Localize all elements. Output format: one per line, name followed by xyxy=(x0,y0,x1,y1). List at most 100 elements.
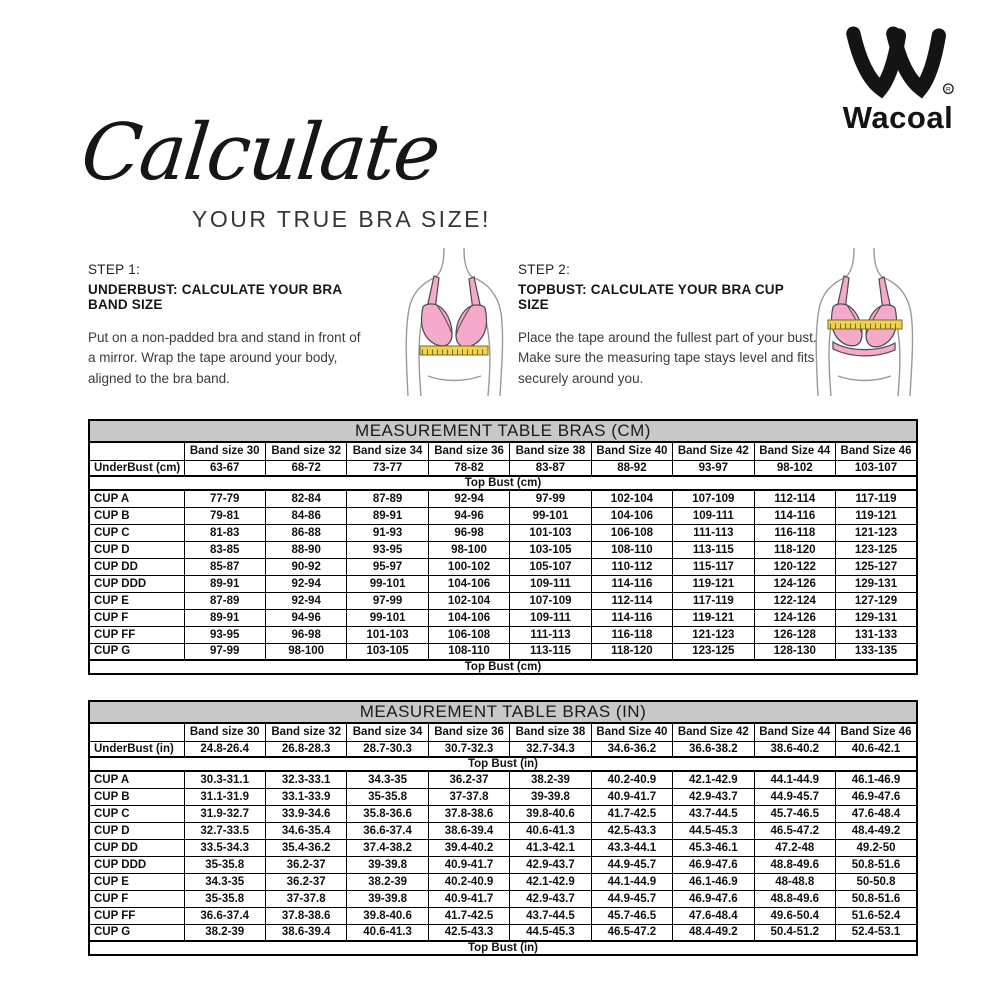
measurement-cell: 35-35.8 xyxy=(183,855,266,874)
measurement-cell: 127-129 xyxy=(835,591,918,610)
measurement-cell: 46.9-47.6 xyxy=(672,889,755,908)
measurement-cell: 89-91 xyxy=(346,506,429,525)
measurement-cell: 121-123 xyxy=(672,625,755,644)
measurement-cell: 97-99 xyxy=(509,489,592,508)
underbust-value-cell: 28.7-30.3 xyxy=(346,740,429,758)
measurement-cell: 93-95 xyxy=(346,540,429,559)
measurement-cell: 119-121 xyxy=(835,506,918,525)
cup-row: CUP D 32.7-33.5 34.6-35.4 36.6-37.4 38.6-39.… xyxy=(88,821,918,840)
cup-row: CUP A 30.3-31.1 32.3-33.1 34.3-35 36.2-37 38.… xyxy=(88,770,918,789)
underbust-value-cell: 36.6-38.2 xyxy=(672,740,755,758)
measurement-cell: 121-123 xyxy=(835,523,918,542)
measurement-cell: 39-39.8 xyxy=(346,855,429,874)
corner-cell xyxy=(88,441,185,461)
table-title: MEASUREMENT TABLE BRAS (CM) xyxy=(88,419,918,443)
band-header-cell: Band Size 44 xyxy=(753,441,837,461)
cup-label: CUP C xyxy=(88,523,185,542)
cup-row: CUP DDD 89-91 92-94 99-101 104-106 109-111 114… xyxy=(88,574,918,593)
band-header-cell: Band size 38 xyxy=(509,441,592,461)
cup-label: CUP DD xyxy=(88,838,185,857)
measurement-cell: 40.2-40.9 xyxy=(590,770,674,789)
measurement-cell: 46.5-47.2 xyxy=(590,923,674,942)
underbust-value-cell: 26.8-28.3 xyxy=(264,740,348,758)
measurement-cell: 33.9-34.6 xyxy=(264,804,348,823)
measurement-cell: 44.9-45.7 xyxy=(590,889,674,908)
underbust-value-cell: 103-107 xyxy=(835,459,918,477)
measurement-cell: 100-102 xyxy=(427,557,511,576)
cup-label: CUP B xyxy=(88,787,185,806)
measurement-cell: 105-107 xyxy=(509,557,592,576)
measurement-cell: 116-118 xyxy=(590,625,674,644)
measurement-cell: 116-118 xyxy=(753,523,837,542)
cup-label: CUP A xyxy=(88,489,185,508)
measurement-cell: 107-109 xyxy=(509,591,592,610)
measurement-cell: 119-121 xyxy=(672,608,755,627)
underbust-row: UnderBust (cm) 63-67 68-72 73-77 78-82 83-87 8… xyxy=(88,459,918,477)
measurement-cell: 35.4-36.2 xyxy=(264,838,348,857)
band-header-cell: Band Size 40 xyxy=(590,441,674,461)
measurement-cell: 117-119 xyxy=(835,489,918,508)
measurement-cell: 128-130 xyxy=(753,642,837,661)
measurement-cell: 36.6-37.4 xyxy=(346,821,429,840)
measurement-cell: 102-104 xyxy=(590,489,674,508)
topbust-label: Top Bust (in) xyxy=(88,755,918,773)
measurement-cell: 34.3-35 xyxy=(346,770,429,789)
underbust-value-cell: 63-67 xyxy=(183,459,266,477)
cup-row: CUP C 31.9-32.7 33.9-34.6 35.8-36.6 37.8-38.… xyxy=(88,804,918,823)
measurement-cell: 129-131 xyxy=(835,574,918,593)
underbust-value-cell: 73-77 xyxy=(346,459,429,477)
band-header-cell: Band Size 40 xyxy=(590,722,674,742)
measurement-cell: 33.1-33.9 xyxy=(264,787,348,806)
cup-label: CUP B xyxy=(88,506,185,525)
measurement-cell: 99-101 xyxy=(509,506,592,525)
measurement-cell: 46.5-47.2 xyxy=(753,821,837,840)
measurement-cell: 38.6-39.4 xyxy=(264,923,348,942)
measurement-cell: 91-93 xyxy=(346,523,429,542)
measurement-cell: 42.5-43.3 xyxy=(427,923,511,942)
measurement-cell: 36.2-37 xyxy=(427,770,511,789)
underbust-value-cell: 88-92 xyxy=(590,459,674,477)
measurement-cell: 50.8-51.6 xyxy=(835,889,918,908)
measurement-cell: 131-133 xyxy=(835,625,918,644)
measurement-cell: 92-94 xyxy=(264,574,348,593)
measurement-cell: 39.8-40.6 xyxy=(346,906,429,925)
measurement-cell: 114-116 xyxy=(590,574,674,593)
cup-label: CUP D xyxy=(88,821,185,840)
cup-row: CUP FF 36.6-37.4 37.8-38.6 39.8-40.6 41.7-42… xyxy=(88,906,918,925)
measurement-cell: 97-99 xyxy=(346,591,429,610)
underbust-value-cell: 38.6-40.2 xyxy=(753,740,837,758)
band-header-row: Band size 30 Band size 32 Band size 34 Band… xyxy=(88,441,918,461)
cup-label: CUP G xyxy=(88,642,185,661)
measurement-cell: 37.4-38.2 xyxy=(346,838,429,857)
step-2-section: STEP 2: TOPBUST: CALCULATE YOUR BRA CUP … xyxy=(518,262,818,389)
cup-label: CUP G xyxy=(88,923,185,942)
cup-row: CUP B 79-81 84-86 89-91 94-96 99-101 104-106 10… xyxy=(88,506,918,525)
measurement-cell: 114-116 xyxy=(590,608,674,627)
measurement-cell: 113-115 xyxy=(509,642,592,661)
measurement-cell: 30.3-31.1 xyxy=(183,770,266,789)
topbust-span-row-bottom: Top Bust (in) xyxy=(88,940,918,957)
measurement-cell: 96-98 xyxy=(427,523,511,542)
measurement-cell: 109-111 xyxy=(509,608,592,627)
measurement-cell: 50-50.8 xyxy=(835,872,918,891)
measurement-cell: 43.7-44.5 xyxy=(672,804,755,823)
measurement-cell: 102-104 xyxy=(427,591,511,610)
measurement-cell: 124-126 xyxy=(753,574,837,593)
band-header-cell: Band size 34 xyxy=(346,441,429,461)
measurement-cell: 46.9-47.6 xyxy=(672,855,755,874)
measurement-cell: 119-121 xyxy=(672,574,755,593)
cup-row: CUP F 35-35.8 37-37.8 39-39.8 40.9-41.7 42.9-… xyxy=(88,889,918,908)
page-subtitle: YOUR TRUE BRA SIZE! xyxy=(192,206,491,232)
measurement-cell: 104-106 xyxy=(427,608,511,627)
measurement-cell: 49.6-50.4 xyxy=(753,906,837,925)
measurement-cell: 87-89 xyxy=(183,591,266,610)
measurement-cell: 48-48.8 xyxy=(753,872,837,891)
cup-row: CUP DDD 35-35.8 36.2-37 39-39.8 40.9-41.7 42.… xyxy=(88,855,918,874)
measurement-cell: 101-103 xyxy=(346,625,429,644)
cup-label: CUP DD xyxy=(88,557,185,576)
measurement-cell: 118-120 xyxy=(590,642,674,661)
measurement-table-in: MEASUREMENT TABLE BRAS (IN) Band size 30 B… xyxy=(88,700,918,957)
measurement-cell: 118-120 xyxy=(753,540,837,559)
cup-label: CUP FF xyxy=(88,906,185,925)
measurement-cell: 43.3-44.1 xyxy=(590,838,674,857)
